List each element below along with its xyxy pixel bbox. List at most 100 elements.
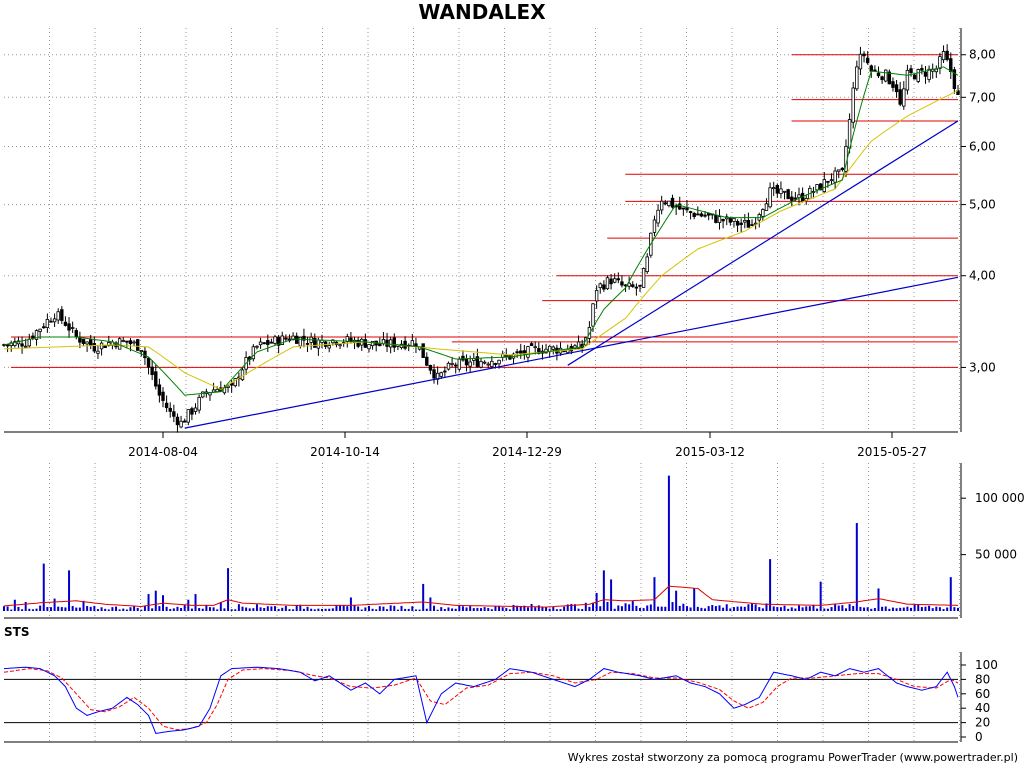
candle-body [85,341,89,345]
volume-bar [563,606,566,611]
volume-bar [24,601,27,611]
volume-bar [584,602,587,611]
candle-body [876,72,881,77]
volume-bar [487,608,490,611]
candle-body [403,340,407,349]
volume-bar [440,607,443,611]
volume-bar [53,598,56,611]
candle-body [27,338,31,347]
volume-bar [104,608,107,611]
volume-bar [660,606,663,611]
volume-bar [501,607,504,611]
volume-bar [118,609,121,611]
candle-body [941,51,946,61]
candle-body [197,396,201,411]
candle-body [869,65,873,72]
volume-bar [689,607,692,611]
candle-body [688,211,693,213]
volume-bar [465,607,468,611]
volume-bar [866,607,869,611]
volume-bar [628,604,631,611]
volume-bar [570,603,573,611]
candle-body [515,351,519,354]
candle-body [316,339,321,349]
volume-bar [122,608,125,611]
volume-bar [154,590,157,611]
volume-bar [707,606,710,611]
candle-body [894,84,899,93]
volume-bar [331,608,334,611]
volume-bar [910,607,913,611]
volume-bar [884,606,887,611]
candle-body [468,361,472,367]
volume-bar [6,606,9,611]
candle-body [699,213,704,217]
volume-bar [877,588,880,611]
volume-bar [219,601,222,611]
date-tick-label: 2014-08-04 [128,445,198,459]
volume-bar [704,608,707,611]
date-tick-label: 2015-03-12 [675,445,745,459]
volume-bar [808,606,811,611]
volume-bar [140,609,143,611]
volume-bar [194,594,197,611]
candle-body [743,220,747,223]
volume-bar [321,608,323,611]
volume-bar [375,609,378,611]
volume-bar [310,608,313,611]
candle-body [136,339,140,351]
candle-body [591,303,595,327]
candle-body [822,179,826,192]
volume-bars [3,475,959,611]
candle-body [576,341,581,349]
volume-bar [816,608,819,611]
candle-body [425,356,429,366]
volume-bar [335,605,338,611]
volume-bar [78,607,81,611]
candle-body [262,342,266,345]
candle-body [121,340,125,342]
volume-bar [111,607,114,611]
volume-bar [613,608,616,611]
volume-bar [523,605,526,611]
volume-bar [82,600,85,611]
volume-bar [566,604,569,611]
volume-bar [328,608,331,611]
volume-bar [592,602,595,611]
candle-body [678,203,682,210]
candle-body [862,53,866,57]
volume-bar [75,607,78,611]
volume-bar [581,609,584,611]
volume-bar [100,607,103,611]
volume-bar [794,608,797,611]
volume-bar [617,605,620,611]
candle-body [920,68,924,71]
candle-body [363,339,368,348]
candle-body [663,202,667,205]
volume-bar [639,607,641,611]
candle-body [179,420,183,428]
candle-body [916,69,920,82]
candle-body [168,407,172,412]
volume-bar [787,608,790,611]
volume-bar [837,605,840,611]
volume-bar [859,606,862,611]
candle-body [634,286,639,289]
candle-body [5,344,10,347]
candle-body [74,330,78,337]
volume-bar [342,605,345,611]
candle-body [605,277,610,290]
candle-body [338,344,342,347]
volume-bar [133,606,136,611]
volume-bar [364,607,367,611]
volume-bar [541,606,544,611]
volume-bar [216,609,219,611]
candle-body [909,68,913,73]
price-tick-label: 6,00 [969,139,996,153]
volume-bar [714,606,717,611]
date-tick-label: 2014-12-29 [492,445,562,459]
volume-bar [736,606,739,611]
candle-body [620,281,624,286]
price-tick-label: 5,00 [969,198,996,212]
candle-body [547,345,552,352]
